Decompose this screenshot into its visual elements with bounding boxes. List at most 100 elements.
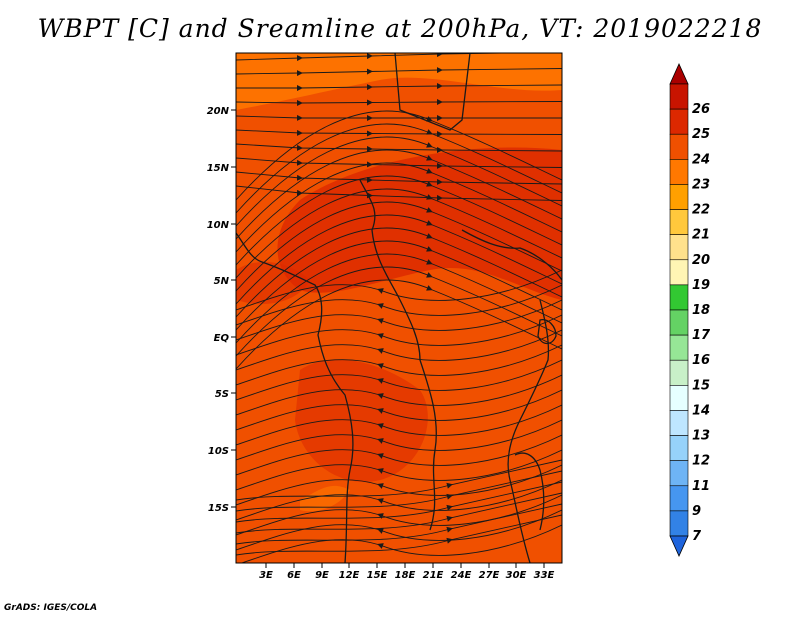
lon-label: 15E bbox=[367, 570, 388, 581]
streamline bbox=[240, 524, 562, 563]
colorbar-box bbox=[669, 385, 689, 411]
streamline bbox=[236, 214, 562, 305]
lon-label: 12E bbox=[339, 570, 360, 581]
colorbar-labels: 7 9 11 12 13 14 15 16 17 18 19 20 21 22 23 24 25 26 bbox=[692, 102, 711, 544]
streamline bbox=[236, 314, 562, 356]
streamline bbox=[236, 110, 562, 201]
colorbar-box bbox=[669, 334, 689, 361]
border-north bbox=[394, 53, 471, 131]
colorbar-label: 9 bbox=[692, 504, 701, 519]
streamline bbox=[236, 344, 562, 386]
lat-label: 15N bbox=[207, 163, 230, 174]
streamlines bbox=[236, 53, 562, 563]
streamline bbox=[236, 503, 562, 545]
colorbar-boxes bbox=[669, 63, 689, 557]
colorbar-label: 12 bbox=[692, 454, 710, 469]
streamline bbox=[236, 284, 562, 326]
streamline bbox=[236, 299, 562, 341]
colorbar-label: 21 bbox=[692, 228, 710, 243]
colorbar-top-arrow bbox=[669, 63, 689, 85]
streamline bbox=[236, 136, 562, 227]
colorbar-box bbox=[669, 184, 689, 210]
colorbar-label: 25 bbox=[692, 127, 710, 142]
colorbar-box bbox=[669, 435, 689, 461]
lat-label: 20N bbox=[207, 106, 230, 117]
coast-east bbox=[507, 299, 550, 563]
colorbar-label: 22 bbox=[692, 203, 710, 218]
colorbar-box bbox=[669, 510, 689, 537]
colorbar-label: 20 bbox=[692, 253, 710, 268]
lat-label: EQ bbox=[214, 333, 230, 344]
field-base bbox=[236, 53, 562, 563]
streamline bbox=[236, 470, 562, 512]
colorbar-box bbox=[669, 159, 689, 185]
lon-label: 3E bbox=[259, 570, 273, 581]
map-frame bbox=[235, 52, 563, 564]
colorbar-label: 26 bbox=[692, 102, 710, 117]
lat-label: 15S bbox=[208, 503, 229, 514]
lake-victoria bbox=[537, 319, 557, 345]
field-cool-patch bbox=[300, 485, 350, 512]
streamline bbox=[236, 279, 562, 370]
colorbar-label: 17 bbox=[692, 328, 711, 343]
colorbar-box bbox=[669, 410, 689, 436]
lake-east bbox=[514, 452, 545, 531]
lon-label: 6E bbox=[287, 570, 301, 581]
streamline bbox=[236, 404, 562, 446]
streamline bbox=[236, 464, 562, 506]
streamline bbox=[236, 83, 562, 92]
colorbar-label: 18 bbox=[692, 303, 710, 318]
longitude-ticks bbox=[265, 563, 545, 568]
streamline bbox=[236, 481, 562, 523]
streamline bbox=[236, 434, 562, 476]
colorbar-box bbox=[669, 284, 689, 311]
streamline bbox=[236, 175, 562, 266]
colorbar-box bbox=[669, 133, 689, 160]
streamline bbox=[236, 494, 562, 536]
streamline bbox=[236, 129, 562, 137]
colorbar: 7 9 11 12 13 14 15 16 17 18 19 20 21 22 23 24 25 26 bbox=[669, 63, 711, 557]
chart-title: WBPT [C] and Sreamline at 200hPa, VT: 20… bbox=[37, 14, 763, 43]
lat-label: 10S bbox=[208, 446, 229, 457]
lon-label: 33E bbox=[534, 570, 555, 581]
streamline bbox=[236, 479, 562, 521]
streamline bbox=[236, 329, 562, 371]
streamline bbox=[236, 114, 562, 121]
streamline bbox=[236, 389, 562, 431]
streamline bbox=[236, 419, 562, 461]
colorbar-box bbox=[669, 108, 689, 135]
credit-label: GrADS: IGES/COLA bbox=[4, 603, 98, 613]
colorbar-box bbox=[669, 259, 689, 286]
colorbar-box bbox=[669, 83, 689, 110]
colorbar-box bbox=[669, 485, 689, 512]
latitude-ticks bbox=[231, 109, 236, 508]
colorbar-label: 15 bbox=[692, 378, 710, 393]
coast-west bbox=[236, 232, 354, 563]
colorbar-label: 24 bbox=[692, 152, 710, 167]
border-interior bbox=[359, 179, 437, 531]
streamline bbox=[236, 185, 562, 201]
streamline bbox=[236, 188, 562, 279]
latitude-axis: 20N 15N 10N 5N EQ 5S 10S 15S bbox=[207, 106, 236, 514]
lon-label: 18E bbox=[395, 570, 416, 581]
lon-label: 27E bbox=[479, 570, 500, 581]
border-east bbox=[461, 229, 562, 281]
colorbar-box bbox=[669, 359, 689, 386]
colorbar-bottom-arrow bbox=[669, 535, 689, 557]
colorbar-box bbox=[669, 234, 689, 261]
streamline bbox=[236, 492, 562, 534]
colorbar-label: 7 bbox=[692, 529, 702, 544]
longitude-axis: 3E 6E 9E 12E 15E 18E 21E 24E 27E 30E 33E bbox=[259, 563, 555, 581]
streamline bbox=[236, 459, 562, 501]
colorbar-label: 11 bbox=[692, 479, 710, 494]
lon-label: 30E bbox=[506, 570, 527, 581]
streamline bbox=[236, 240, 562, 331]
streamline bbox=[236, 449, 562, 491]
lat-label: 10N bbox=[207, 220, 230, 231]
colorbar-label: 19 bbox=[692, 278, 710, 293]
lon-label: 9E bbox=[315, 570, 329, 581]
colorbar-box bbox=[669, 209, 689, 235]
lon-label: 21E bbox=[423, 570, 444, 581]
wbpt-field bbox=[236, 53, 562, 563]
